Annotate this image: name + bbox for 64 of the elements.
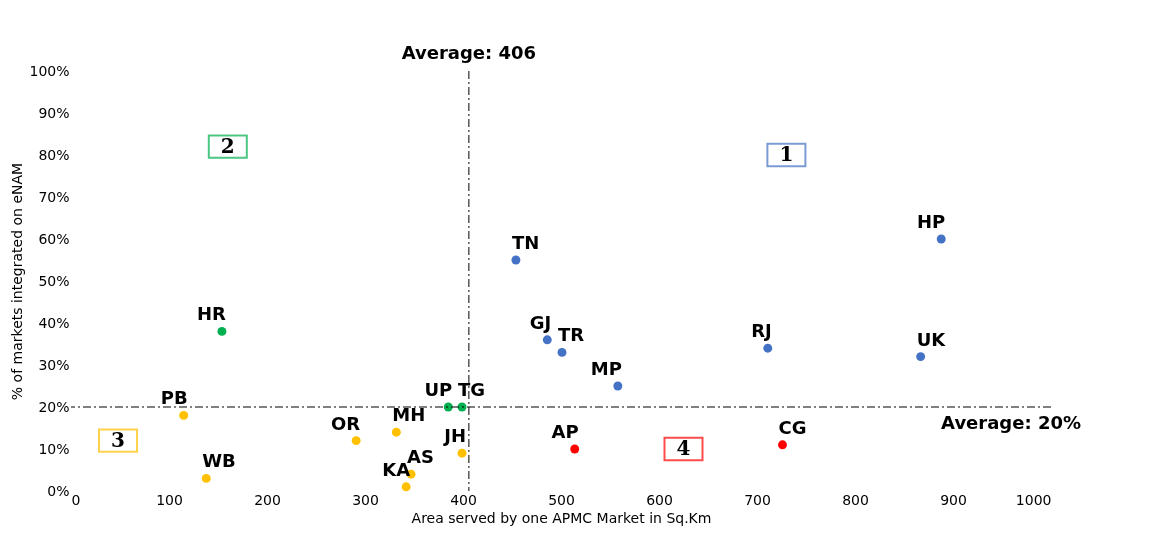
point <box>613 381 623 391</box>
data-label: CG <box>778 416 807 438</box>
point <box>557 347 567 357</box>
point <box>401 482 411 492</box>
data-label: TN <box>511 232 540 253</box>
data-label: GJ <box>529 311 552 333</box>
y-tick-label: 70% <box>38 188 70 205</box>
point <box>778 440 787 450</box>
point <box>542 335 552 345</box>
y-tick-label: 60% <box>38 230 70 247</box>
data-label: WB <box>202 450 236 472</box>
annotation: 1 <box>779 142 794 166</box>
point <box>936 234 946 244</box>
ref-line-label: Average: 20% <box>941 412 1081 433</box>
annotation: 4 <box>676 436 691 460</box>
y-tick-label: 90% <box>38 104 70 121</box>
y-tick-label: 30% <box>38 356 70 373</box>
x-axis-title: Area served by one APMC Market in Sq.Km <box>411 509 712 526</box>
x-tick-label: 600 <box>646 491 673 508</box>
point <box>391 427 401 437</box>
data-label: UP <box>424 379 453 400</box>
y-tick-label: 80% <box>38 146 70 163</box>
data-label: PB <box>160 387 188 409</box>
point <box>763 343 773 353</box>
x-tick-label: 500 <box>548 491 575 508</box>
data-label: RJ <box>751 320 772 342</box>
x-tick-label: 100 <box>156 491 183 508</box>
point <box>570 444 580 454</box>
y-tick-label: 0% <box>47 482 70 499</box>
annotation: 2 <box>220 133 235 158</box>
x-tick-label: 400 <box>450 491 477 508</box>
data-label: HP <box>916 211 946 232</box>
x-tick-label: 700 <box>744 491 771 508</box>
x-tick-label: 800 <box>842 491 869 508</box>
point <box>916 352 926 362</box>
point <box>511 255 521 265</box>
y-tick-label: 40% <box>38 314 70 331</box>
data-label: TR <box>557 324 585 346</box>
y-tick-label: 20% <box>38 398 70 415</box>
annotation: 3 <box>111 427 125 452</box>
point <box>179 410 189 420</box>
data-label: UK <box>916 328 947 350</box>
y-tick-label: 100% <box>29 62 70 79</box>
x-tick-label: 900 <box>940 491 967 508</box>
ref-line-label: Average: 406 <box>401 42 537 63</box>
data-label: TG <box>458 379 486 400</box>
y-tick-label: 50% <box>38 272 70 289</box>
y-axis-title: % of markets integrated on eNAM <box>9 162 26 401</box>
data-label: AS <box>407 446 434 468</box>
data-label: OR <box>331 412 361 434</box>
point <box>351 436 361 446</box>
point <box>217 326 227 336</box>
data-label: MH <box>392 404 426 426</box>
data-label: JH <box>442 425 467 447</box>
x-tick-label: 1000 <box>1015 491 1052 508</box>
x-tick-label: 300 <box>352 491 379 508</box>
x-tick-label: 0 <box>71 491 81 508</box>
y-tick-label: 10% <box>38 440 70 457</box>
data-label: AP <box>551 421 579 442</box>
x-tick-label: 200 <box>254 491 281 508</box>
point <box>201 473 211 483</box>
data-label: HR <box>196 303 227 325</box>
data-label: MP <box>590 358 622 379</box>
point <box>457 448 467 458</box>
